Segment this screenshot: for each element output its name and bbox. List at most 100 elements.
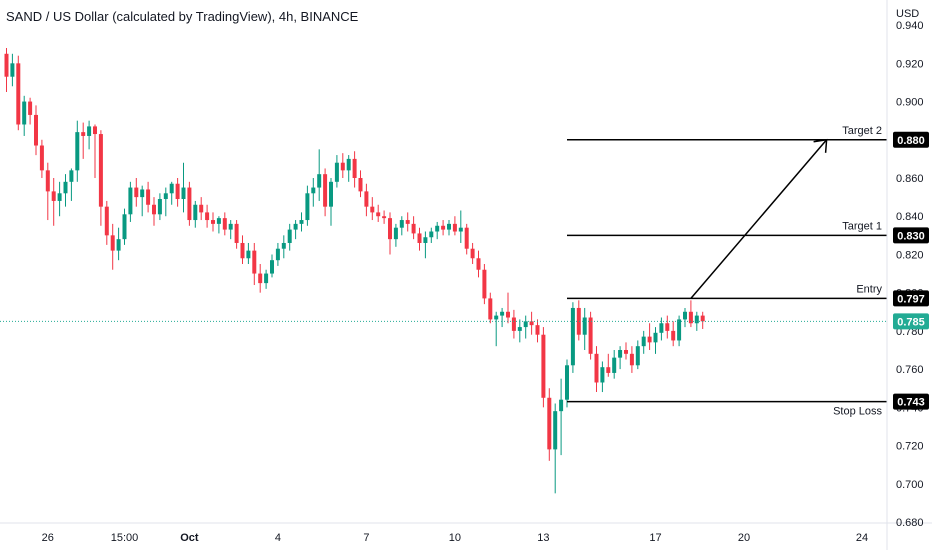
candle-body	[175, 183, 180, 200]
candle	[323, 168, 328, 217]
candle-body	[647, 336, 652, 343]
candle-body	[700, 315, 705, 322]
candle	[199, 197, 204, 221]
price-badge-label: 0.880	[897, 135, 925, 147]
candle	[647, 323, 652, 350]
candle	[57, 181, 62, 217]
candle-body	[376, 212, 381, 217]
candle	[281, 235, 286, 259]
candle-body	[677, 319, 682, 341]
candle-body	[104, 206, 109, 236]
level-label: Target 1	[842, 220, 882, 232]
candle-body	[523, 321, 528, 328]
candle	[700, 311, 705, 329]
candle-body	[482, 269, 487, 299]
candle	[275, 242, 280, 266]
candle-body	[476, 258, 481, 270]
chart-title: SAND / US Dollar (calculated by TradingV…	[6, 9, 359, 24]
candle-body	[470, 248, 475, 259]
price-badge-bg	[893, 227, 929, 244]
candle	[146, 181, 151, 213]
candle	[458, 210, 463, 243]
candle-body	[116, 239, 121, 251]
candle-body	[346, 158, 351, 171]
candle-body	[352, 158, 357, 178]
candle-body	[435, 225, 440, 232]
candle-body	[606, 367, 611, 373]
candle	[34, 105, 38, 156]
candle-body	[134, 187, 139, 198]
candle-body	[452, 223, 457, 232]
candle-body	[529, 321, 534, 326]
candle	[122, 208, 127, 245]
candle-body	[618, 350, 623, 358]
candle	[511, 309, 516, 339]
candle-body	[600, 367, 605, 383]
candle	[382, 210, 387, 224]
y-tick-label: 0.820	[896, 249, 924, 261]
candle	[187, 181, 192, 226]
candle	[600, 361, 605, 393]
candle-body	[69, 170, 74, 182]
x-tick-label: 10	[449, 532, 461, 544]
candle-body	[464, 227, 469, 249]
candle	[134, 178, 139, 207]
candle	[252, 242, 257, 286]
x-tick-label: 4	[275, 532, 281, 544]
candle-body	[511, 317, 516, 331]
candle-body	[411, 223, 416, 234]
candle-body	[323, 174, 328, 207]
candle-body	[140, 189, 145, 198]
projection-arrow[interactable]	[690, 139, 828, 299]
candle	[517, 319, 522, 343]
candle-body	[541, 334, 546, 398]
candle-body	[281, 242, 286, 249]
candle	[163, 187, 168, 217]
candle-body	[258, 273, 263, 284]
x-tick-label: 20	[738, 532, 750, 544]
candle-body	[270, 260, 274, 274]
y-tick-label: 0.900	[896, 97, 924, 109]
candle	[677, 315, 682, 347]
candle-body	[22, 101, 27, 125]
candle-body	[364, 191, 369, 207]
candle	[16, 55, 21, 131]
candle	[28, 97, 33, 125]
candle	[606, 353, 611, 377]
candle	[576, 300, 581, 341]
candle-body	[393, 227, 398, 240]
y-tick-label: 0.700	[896, 479, 924, 491]
arrow-head-icon	[813, 138, 828, 153]
y-tick-label: 0.720	[896, 441, 924, 453]
candle	[588, 311, 593, 360]
candle-body	[547, 397, 552, 450]
candle-body	[98, 134, 103, 207]
candle-body	[128, 187, 133, 215]
candle-body	[405, 220, 410, 224]
candle	[299, 212, 304, 232]
candle	[329, 178, 333, 226]
candle	[116, 227, 121, 261]
level-label: Target 2	[842, 125, 882, 137]
candle-body	[447, 223, 451, 230]
candle-body	[45, 170, 50, 192]
candle	[683, 307, 687, 328]
candle-body	[334, 162, 339, 182]
candle	[671, 321, 676, 347]
candle-body	[576, 307, 581, 335]
candle-body	[234, 223, 239, 243]
candle	[547, 388, 552, 461]
candle	[93, 124, 97, 178]
candle	[45, 162, 50, 221]
candle	[39, 139, 44, 178]
candle-body	[122, 214, 127, 240]
candle	[405, 212, 410, 232]
candle-body	[10, 63, 15, 77]
candle	[10, 53, 15, 87]
candle	[193, 200, 198, 228]
candle-body	[81, 132, 86, 136]
candle	[104, 200, 109, 245]
candle	[388, 212, 392, 255]
candle-body	[222, 218, 227, 230]
